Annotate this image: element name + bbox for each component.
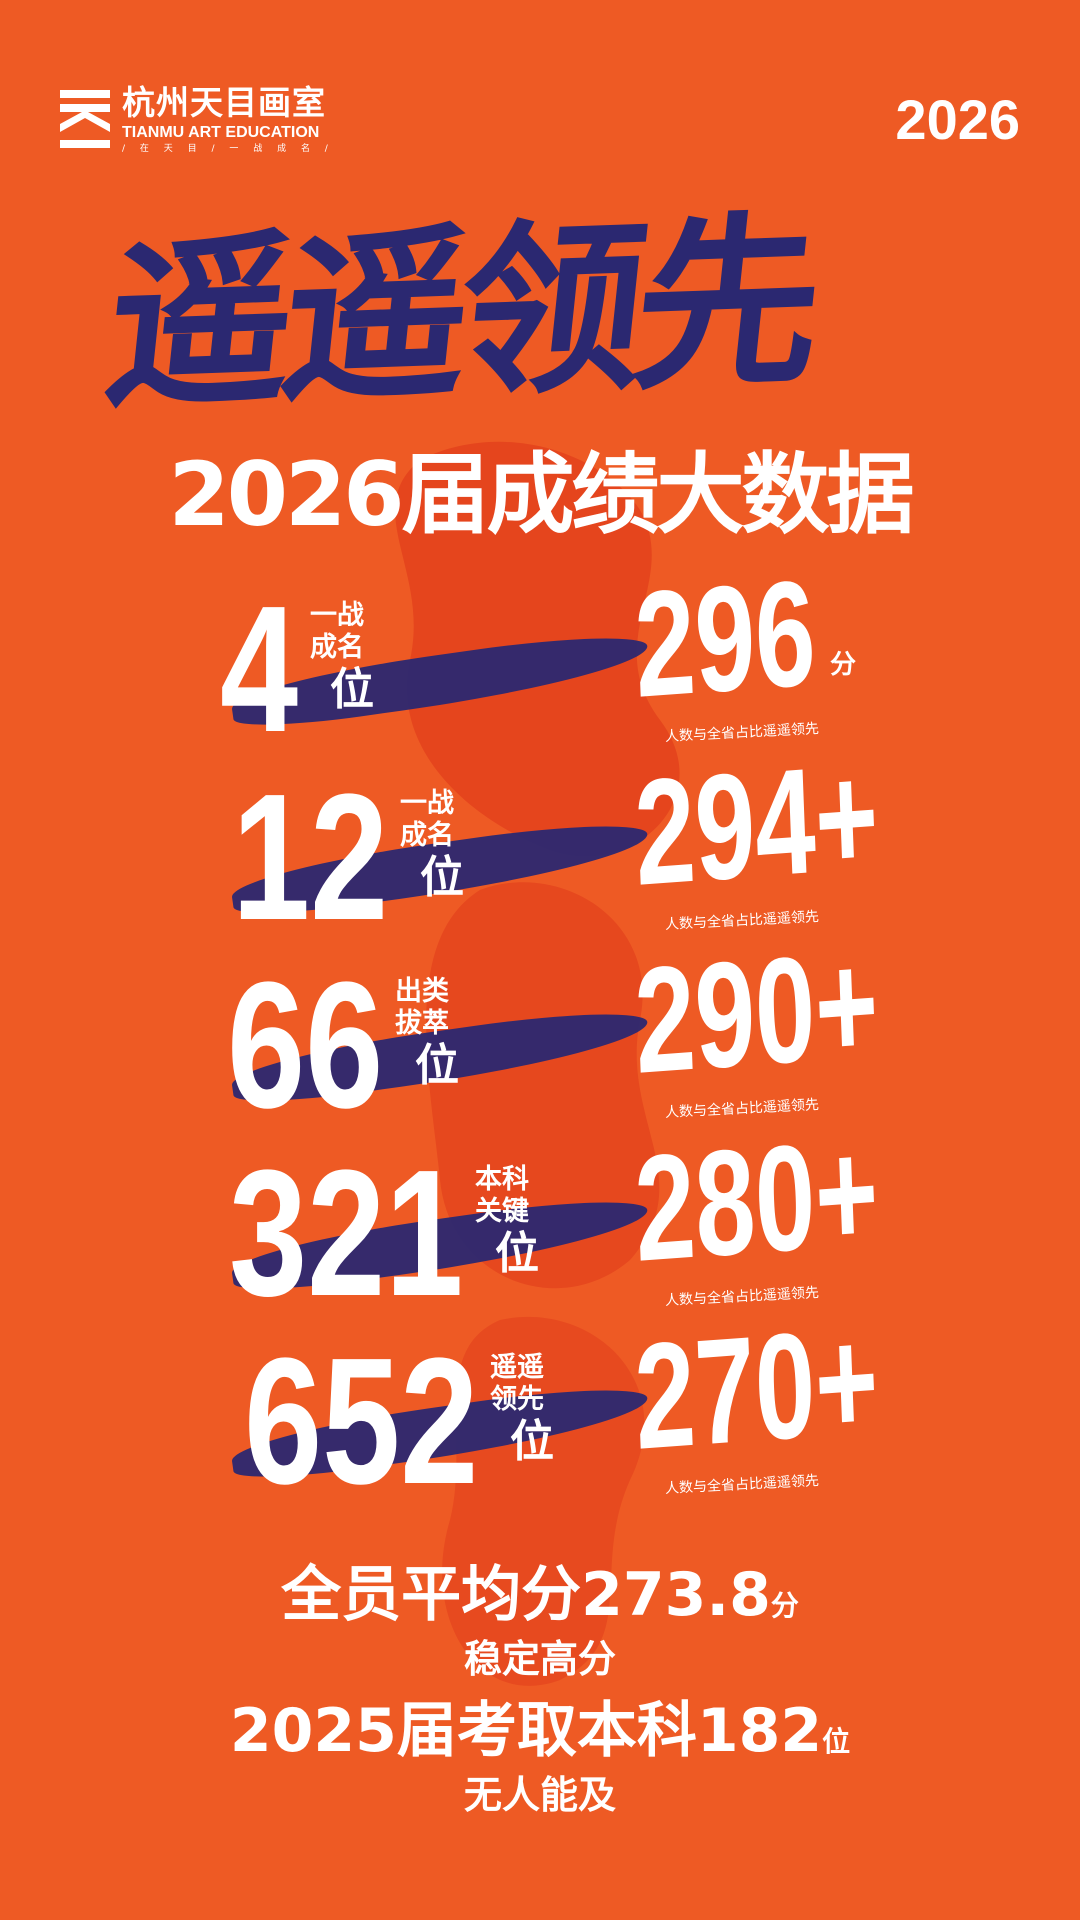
stat-row: 652 遥遥 领先 位 270+ 人数与全省占比遥遥领先 (0, 1295, 1080, 1522)
average-note: 稳定高分 (463, 1637, 616, 1681)
score-value: 280+ (631, 1107, 882, 1293)
year-label: 2026 (895, 88, 1020, 151)
headline-brush-text: 遥遥领先 (96, 191, 823, 434)
stat-count: 12 (231, 757, 388, 958)
stat-row: 4 一战 成名 位 296 分 人数与全省占比遥遥领先 (0, 548, 1080, 770)
average-label: 全员平均分 (281, 1560, 582, 1630)
logo-name-en: TIANMU ART EDUCATION (122, 124, 320, 141)
logo-tagline: / 在 天 目 / 一 战 成 名 / (122, 144, 334, 154)
score-unit: 分 (830, 650, 857, 680)
stat-label-unit: 位 (495, 1228, 539, 1279)
past-note: 无人能及 (463, 1773, 616, 1817)
stat-label: 一战 成名 位 (400, 788, 464, 904)
stat-row: 12 一战 成名 位 294+ 人数与全省占比遥遥领先 (0, 731, 1080, 958)
stat-label-unit: 位 (330, 664, 374, 715)
stat-count: 321 (228, 1133, 463, 1334)
stat-count: 66 (226, 945, 383, 1146)
stat-label: 出类 拔萃 位 (395, 976, 459, 1092)
score-value: 294+ (631, 731, 882, 917)
score-value: 296 (631, 548, 819, 729)
stat-count: 652 (243, 1321, 478, 1522)
stat-label-top: 本科 (475, 1164, 529, 1195)
stat-label-top: 出类 (395, 976, 449, 1007)
average-unit: 分 (770, 1589, 799, 1622)
past-unit: 位 (822, 1725, 851, 1758)
stat-label-unit: 位 (510, 1416, 554, 1467)
stat-count: 4 (219, 569, 298, 770)
stat-row: 321 本科 关键 位 280+ 人数与全省占比遥遥领先 (0, 1107, 1080, 1334)
past-admission-line: 2025届考取本科182位 (0, 1696, 1080, 1777)
past-value: 182 (696, 1696, 823, 1766)
score-value: 270+ (631, 1295, 882, 1481)
stat-label-top: 一战 (400, 788, 454, 819)
stat-label-mid: 成名 (310, 632, 364, 663)
stat-label-mid: 成名 (400, 820, 454, 851)
stat-label: 一战 成名 位 (310, 600, 374, 716)
stat-label-unit: 位 (420, 852, 464, 903)
stat-label-mid: 拔萃 (395, 1008, 449, 1039)
tianmu-logo-icon (60, 90, 110, 148)
stat-label-unit: 位 (415, 1040, 459, 1091)
stat-row: 66 出类 拔萃 位 290+ 人数与全省占比遥遥领先 (0, 919, 1080, 1146)
past-label: 2025届考取本科 (229, 1696, 697, 1766)
logo-name-cn: 杭州天目画室 (122, 83, 326, 122)
page-subtitle: 2026届成绩大数据 (168, 443, 915, 546)
stat-label-top: 一战 (310, 600, 364, 631)
average-score-line: 全员平均分273.8分 (0, 1560, 1080, 1641)
stat-label-mid: 关键 (475, 1196, 529, 1227)
score-value: 290+ (631, 919, 882, 1105)
stat-label: 遥遥 领先 位 (490, 1352, 554, 1468)
average-value: 273.8 (581, 1560, 771, 1630)
stat-label: 本科 关键 位 (475, 1164, 539, 1280)
stat-label-top: 遥遥 (490, 1352, 544, 1383)
stat-label-mid: 领先 (490, 1384, 544, 1415)
